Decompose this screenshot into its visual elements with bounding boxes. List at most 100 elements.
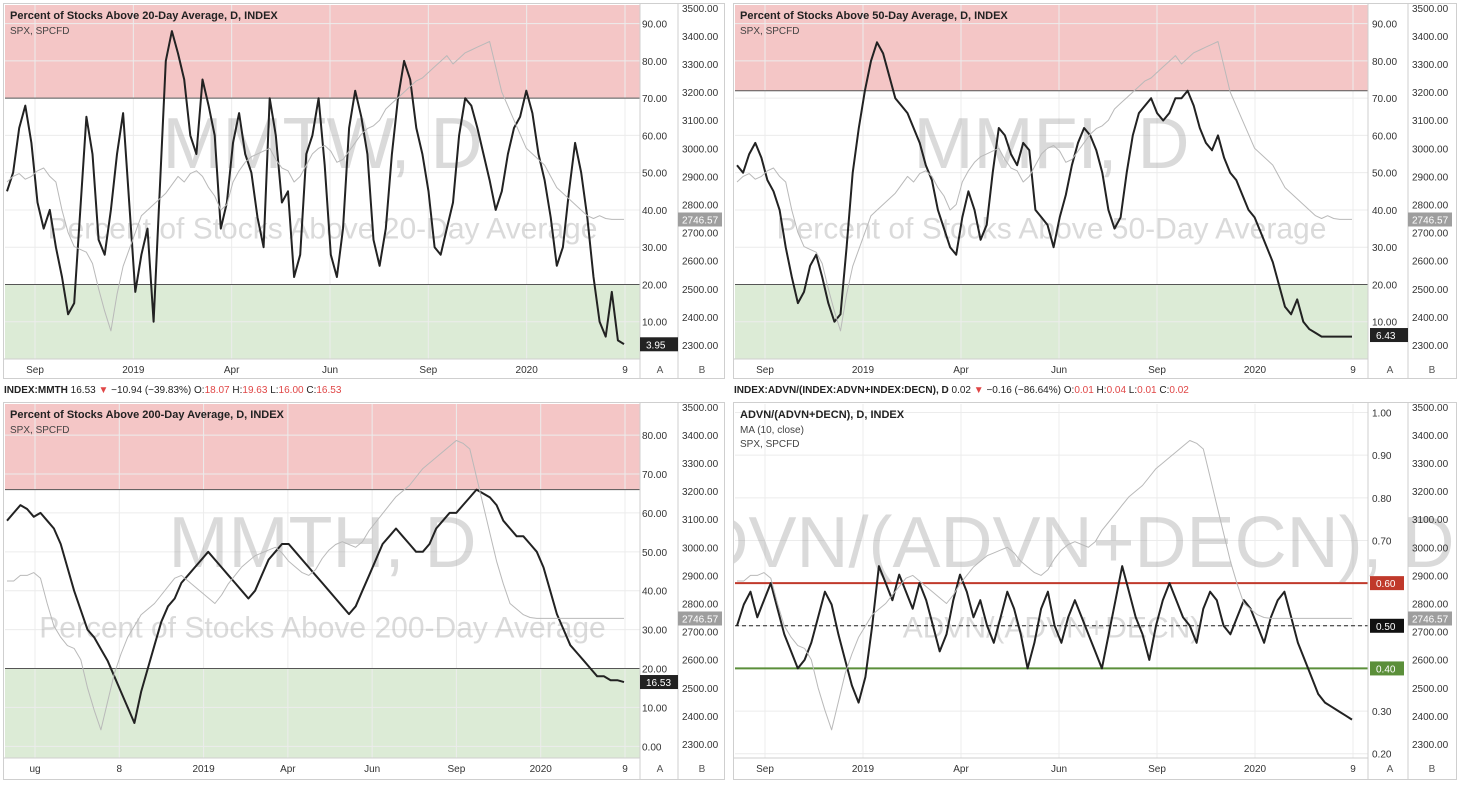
axis-b-tick-label: 3200.00 xyxy=(1412,487,1449,498)
x-tick-label: 2019 xyxy=(122,365,145,376)
chart-panel-mmth[interactable]: ug 8 2019 Apr Jun Sep 2020 9 MMTH, D Percent of S… xyxy=(3,402,725,780)
chart-advn[interactable]: Sep 2019 Apr Jun Sep 2020 9 ADVN/(ADVN+DECN), D… xyxy=(734,403,1457,780)
spx-price-badge xyxy=(678,611,722,626)
axis-a-tick-label: 10.00 xyxy=(1372,318,1397,329)
axis-a-tick-label: 90.00 xyxy=(1372,20,1397,31)
chart-mmfi[interactable]: Sep 2019 Apr Jun Sep 2020 9 MMFI, D Percent of S… xyxy=(734,4,1457,379)
axis-b-tick-label: 3000.00 xyxy=(1412,543,1449,554)
chart-mmth[interactable]: ug 8 2019 Apr Jun Sep 2020 9 MMTH, D Percent of S… xyxy=(4,403,725,780)
axis-b-scale-button: B xyxy=(1429,365,1436,376)
axis-a-scale-button: A xyxy=(657,764,664,775)
series-line-indicator xyxy=(6,488,625,724)
axis-b-tick-label: 3400.00 xyxy=(682,431,719,442)
watermark-description: Percent of Stocks Above 20-Day Average xyxy=(48,213,598,246)
overbought-zone xyxy=(735,5,1368,91)
axis-a-tick-label: 0.70 xyxy=(1372,536,1392,547)
axis-a-tick-label: 0.20 xyxy=(1372,750,1392,761)
axis-b-tick-label: 3400.00 xyxy=(1412,32,1449,43)
axis-b-tick-label: 2400.00 xyxy=(1412,712,1449,723)
x-tick-label: 2019 xyxy=(852,764,875,775)
axis-b-tick-label: 2300.00 xyxy=(1412,341,1449,352)
spx-price-badge xyxy=(1408,611,1452,626)
x-tick-label: 9 xyxy=(622,365,628,376)
axis-b-tick-label: 2800.00 xyxy=(1412,200,1449,211)
chart-subtitle: SPX, SPCFD xyxy=(10,425,70,436)
axis-a-tick-label: 50.00 xyxy=(1372,169,1397,180)
legend-close: 0.02 xyxy=(1169,385,1189,396)
x-tick-label: Sep xyxy=(419,365,437,376)
x-tick-label: Apr xyxy=(953,764,969,775)
axis-b-tick-label: 2900.00 xyxy=(682,172,719,183)
legend-high: 19.63 xyxy=(242,385,268,396)
axis-a-tick-label: 60.00 xyxy=(1372,131,1397,142)
x-tick-label: Sep xyxy=(1148,764,1166,775)
level-badge xyxy=(1370,576,1404,591)
series-line-indicator xyxy=(6,30,625,345)
x-tick-label: 9 xyxy=(622,764,628,775)
chart-title: Percent of Stocks Above 20-Day Average, … xyxy=(10,10,278,22)
axis-a-tick-label: 70.00 xyxy=(642,470,667,481)
axis-b-tick-label: 2400.00 xyxy=(682,313,719,324)
axis-b-tick-label: 2800.00 xyxy=(682,200,719,211)
axis-b-tick-label: 2700.00 xyxy=(1412,628,1449,639)
legend-symbol: INDEX:MMTH xyxy=(4,385,68,396)
axis-b-tick-label: 3400.00 xyxy=(1412,431,1449,442)
chart-panel-mmtw[interactable]: Sep 2019 Apr Jun Sep 2020 9 MMTW, D Percent of S… xyxy=(3,3,725,379)
axis-b-tick-label: 3500.00 xyxy=(682,4,719,15)
level-label: 0.40 xyxy=(1376,664,1396,675)
watermark-symbol: MMFI, D xyxy=(914,104,1190,184)
axis-b-tick-label: 2900.00 xyxy=(1412,172,1449,183)
axis-a-tick-label: 90.00 xyxy=(642,20,667,31)
watermark-description: ADVN/(ADVN+DECN) xyxy=(903,612,1201,645)
spx-price-badge xyxy=(1408,212,1452,227)
axis-b-tick-label: 2600.00 xyxy=(1412,656,1449,667)
axis-a-tick-label: 0.90 xyxy=(1372,451,1392,462)
axis-b-tick-label: 2300.00 xyxy=(1412,740,1449,751)
axis-a-tick-label: 70.00 xyxy=(1372,94,1397,105)
axis-a-tick-label: 0.30 xyxy=(1372,707,1392,718)
x-tick-label: Apr xyxy=(953,365,969,376)
axis-b-tick-label: 3500.00 xyxy=(682,403,719,414)
x-tick-label: Jun xyxy=(1051,764,1067,775)
axis-a-scale-button: A xyxy=(657,365,664,376)
axis-b-tick-label: 3500.00 xyxy=(1412,403,1449,414)
watermark-description: Percent of Stocks Above 200-Day Average xyxy=(39,612,605,645)
level-label: 0.50 xyxy=(1376,622,1396,633)
legend-low: 16.00 xyxy=(278,385,304,396)
axis-b-tick-label: 3200.00 xyxy=(1412,88,1449,99)
axis-a-tick-label: 20.00 xyxy=(642,280,667,291)
spx-price-label: 2746.57 xyxy=(1412,614,1449,625)
axis-a-tick-label: 0.00 xyxy=(642,742,662,753)
x-tick-label: Sep xyxy=(26,365,44,376)
legend-down-icon: ▼ xyxy=(98,385,109,396)
x-tick-label: 2020 xyxy=(1244,764,1267,775)
axis-b-tick-label: 3500.00 xyxy=(1412,4,1449,15)
legend-change: −0.16 (−86.64%) xyxy=(986,385,1061,396)
axis-a-tick-label: 60.00 xyxy=(642,131,667,142)
axis-b-scale-button: B xyxy=(699,365,706,376)
axis-b-tick-label: 3300.00 xyxy=(682,459,719,470)
last-value-label: 6.43 xyxy=(1376,331,1396,342)
axis-b-tick-label: 3000.00 xyxy=(682,543,719,554)
overbought-zone xyxy=(5,404,640,490)
chart-panel-advn[interactable]: Sep 2019 Apr Jun Sep 2020 9 ADVN/(ADVN+DECN), D… xyxy=(733,402,1457,780)
chart-subtitle-spx: SPX, SPCFD xyxy=(740,439,800,450)
axis-a-tick-label: 0.80 xyxy=(1372,494,1392,505)
legend-symbol: INDEX:ADVN/(INDEX:ADVN+INDEX:DECN), D xyxy=(734,385,949,396)
axis-a-tick-label: 30.00 xyxy=(642,626,667,637)
last-value-badge xyxy=(640,675,678,690)
axis-a-tick-label: 80.00 xyxy=(1372,57,1397,68)
axis-b-tick-label: 3400.00 xyxy=(682,32,719,43)
axis-a-scale-button: A xyxy=(1387,365,1394,376)
x-tick-label: 2020 xyxy=(1244,365,1267,376)
last-value-badge xyxy=(640,337,678,352)
legend-low: 0.01 xyxy=(1137,385,1157,396)
chart-subtitle: SPX, SPCFD xyxy=(10,26,70,37)
x-tick-label: Sep xyxy=(756,365,774,376)
chart-panel-mmfi[interactable]: Sep 2019 Apr Jun Sep 2020 9 MMFI, D Percent of S… xyxy=(733,3,1457,379)
axis-a-tick-label: 80.00 xyxy=(642,57,667,68)
chart-subtitle-ma: MA (10, close) xyxy=(740,425,804,436)
series-line-spx xyxy=(737,440,1352,731)
x-tick-label: 2019 xyxy=(192,764,215,775)
